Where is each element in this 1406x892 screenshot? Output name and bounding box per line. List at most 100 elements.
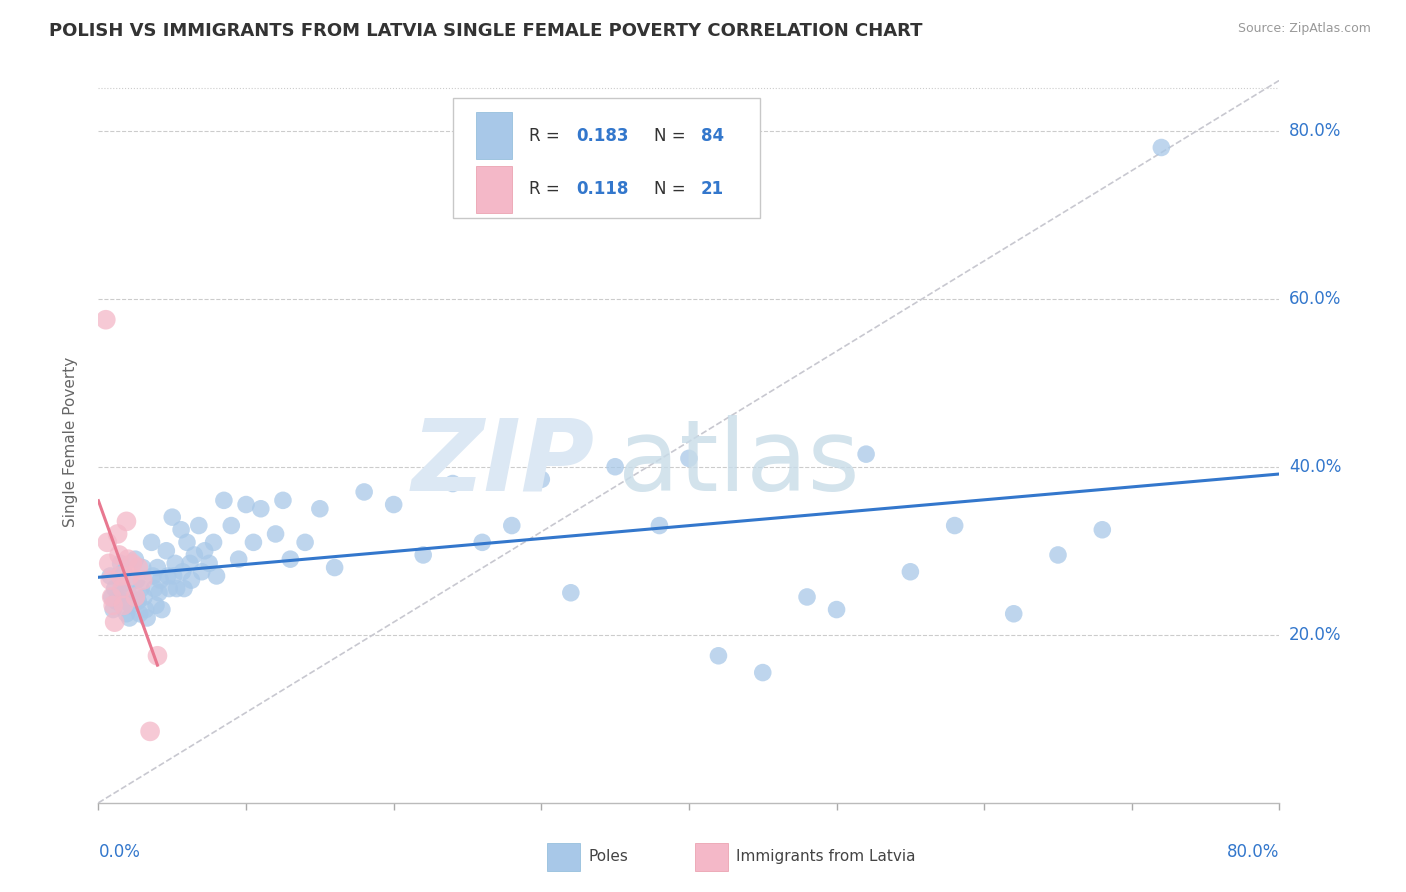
Point (141, 535, 163, 549)
Point (752, 665, 775, 680)
Point (100, 590, 122, 604)
Point (560, 586, 582, 600)
Point (707, 648, 730, 663)
Point (112, 599, 135, 613)
Point (228, 552, 250, 566)
Point (142, 569, 165, 583)
Point (127, 560, 149, 574)
Point (124, 590, 146, 604)
Point (280, 552, 302, 566)
Point (143, 582, 166, 596)
Point (1002, 607, 1025, 621)
Point (205, 569, 228, 583)
Point (412, 548, 434, 562)
Text: 60.0%: 60.0% (1289, 290, 1341, 308)
Point (162, 510, 183, 524)
Point (125, 573, 148, 587)
Point (115, 607, 138, 621)
Point (120, 599, 142, 613)
FancyBboxPatch shape (477, 166, 512, 213)
Point (105, 594, 128, 608)
Point (107, 527, 129, 541)
Text: 0.183: 0.183 (576, 127, 630, 145)
Point (94, 312, 117, 326)
Point (115, 514, 138, 528)
Point (165, 557, 187, 571)
Point (179, 557, 201, 571)
Point (242, 535, 264, 549)
Point (117, 586, 139, 600)
Text: 21: 21 (700, 180, 724, 198)
Point (98, 573, 121, 587)
Point (118, 611, 141, 625)
Point (1091, 523, 1114, 537)
Point (135, 602, 157, 616)
Point (943, 518, 966, 533)
Text: 80.0%: 80.0% (1227, 843, 1279, 861)
Point (111, 577, 134, 591)
Point (96, 535, 118, 549)
FancyBboxPatch shape (695, 843, 728, 871)
Text: 84: 84 (700, 127, 724, 145)
Point (146, 648, 169, 663)
Point (441, 476, 464, 491)
Point (155, 543, 177, 558)
Point (118, 569, 141, 583)
Point (264, 527, 287, 541)
Point (146, 560, 169, 574)
Point (117, 552, 139, 566)
Point (221, 518, 243, 533)
Point (166, 582, 188, 596)
Point (202, 535, 225, 549)
Text: 40.0%: 40.0% (1289, 458, 1341, 475)
Point (108, 548, 131, 562)
Text: N =: N = (654, 127, 690, 145)
Text: POLISH VS IMMIGRANTS FROM LATVIA SINGLE FEMALE POVERTY CORRELATION CHART: POLISH VS IMMIGRANTS FROM LATVIA SINGLE … (49, 22, 922, 40)
Point (132, 573, 155, 587)
Point (855, 447, 877, 461)
FancyBboxPatch shape (547, 843, 581, 871)
FancyBboxPatch shape (477, 112, 512, 159)
Point (136, 611, 159, 625)
Point (180, 573, 202, 587)
Point (235, 498, 257, 512)
Point (678, 451, 700, 466)
Point (173, 582, 195, 596)
Point (121, 557, 143, 571)
Text: R =: R = (530, 127, 565, 145)
Point (145, 599, 167, 613)
Point (132, 560, 155, 574)
Point (176, 535, 198, 549)
Point (110, 569, 132, 583)
Point (150, 602, 173, 616)
Point (471, 535, 494, 549)
Point (250, 501, 273, 516)
Point (605, 459, 627, 474)
Point (294, 535, 316, 549)
Point (191, 565, 214, 579)
Point (129, 582, 152, 596)
Text: 0.0%: 0.0% (98, 843, 141, 861)
Text: ZIP: ZIP (412, 415, 595, 512)
Point (103, 599, 125, 613)
Text: 80.0%: 80.0% (1289, 121, 1341, 140)
Point (825, 602, 848, 616)
Point (97, 557, 120, 571)
Point (323, 560, 346, 574)
Point (172, 565, 194, 579)
Point (1150, 140, 1173, 154)
Point (149, 573, 172, 587)
Text: 20.0%: 20.0% (1289, 626, 1341, 644)
Point (212, 493, 235, 508)
Text: atlas: atlas (619, 415, 859, 512)
Text: Immigrants from Latvia: Immigrants from Latvia (737, 849, 915, 864)
Point (128, 607, 150, 621)
Text: Poles: Poles (589, 849, 628, 864)
Point (134, 590, 156, 604)
Point (124, 552, 146, 566)
Y-axis label: Single Female Poverty: Single Female Poverty (63, 357, 77, 526)
Point (156, 569, 179, 583)
Point (530, 472, 553, 486)
Point (183, 548, 205, 562)
Point (98, 569, 121, 583)
